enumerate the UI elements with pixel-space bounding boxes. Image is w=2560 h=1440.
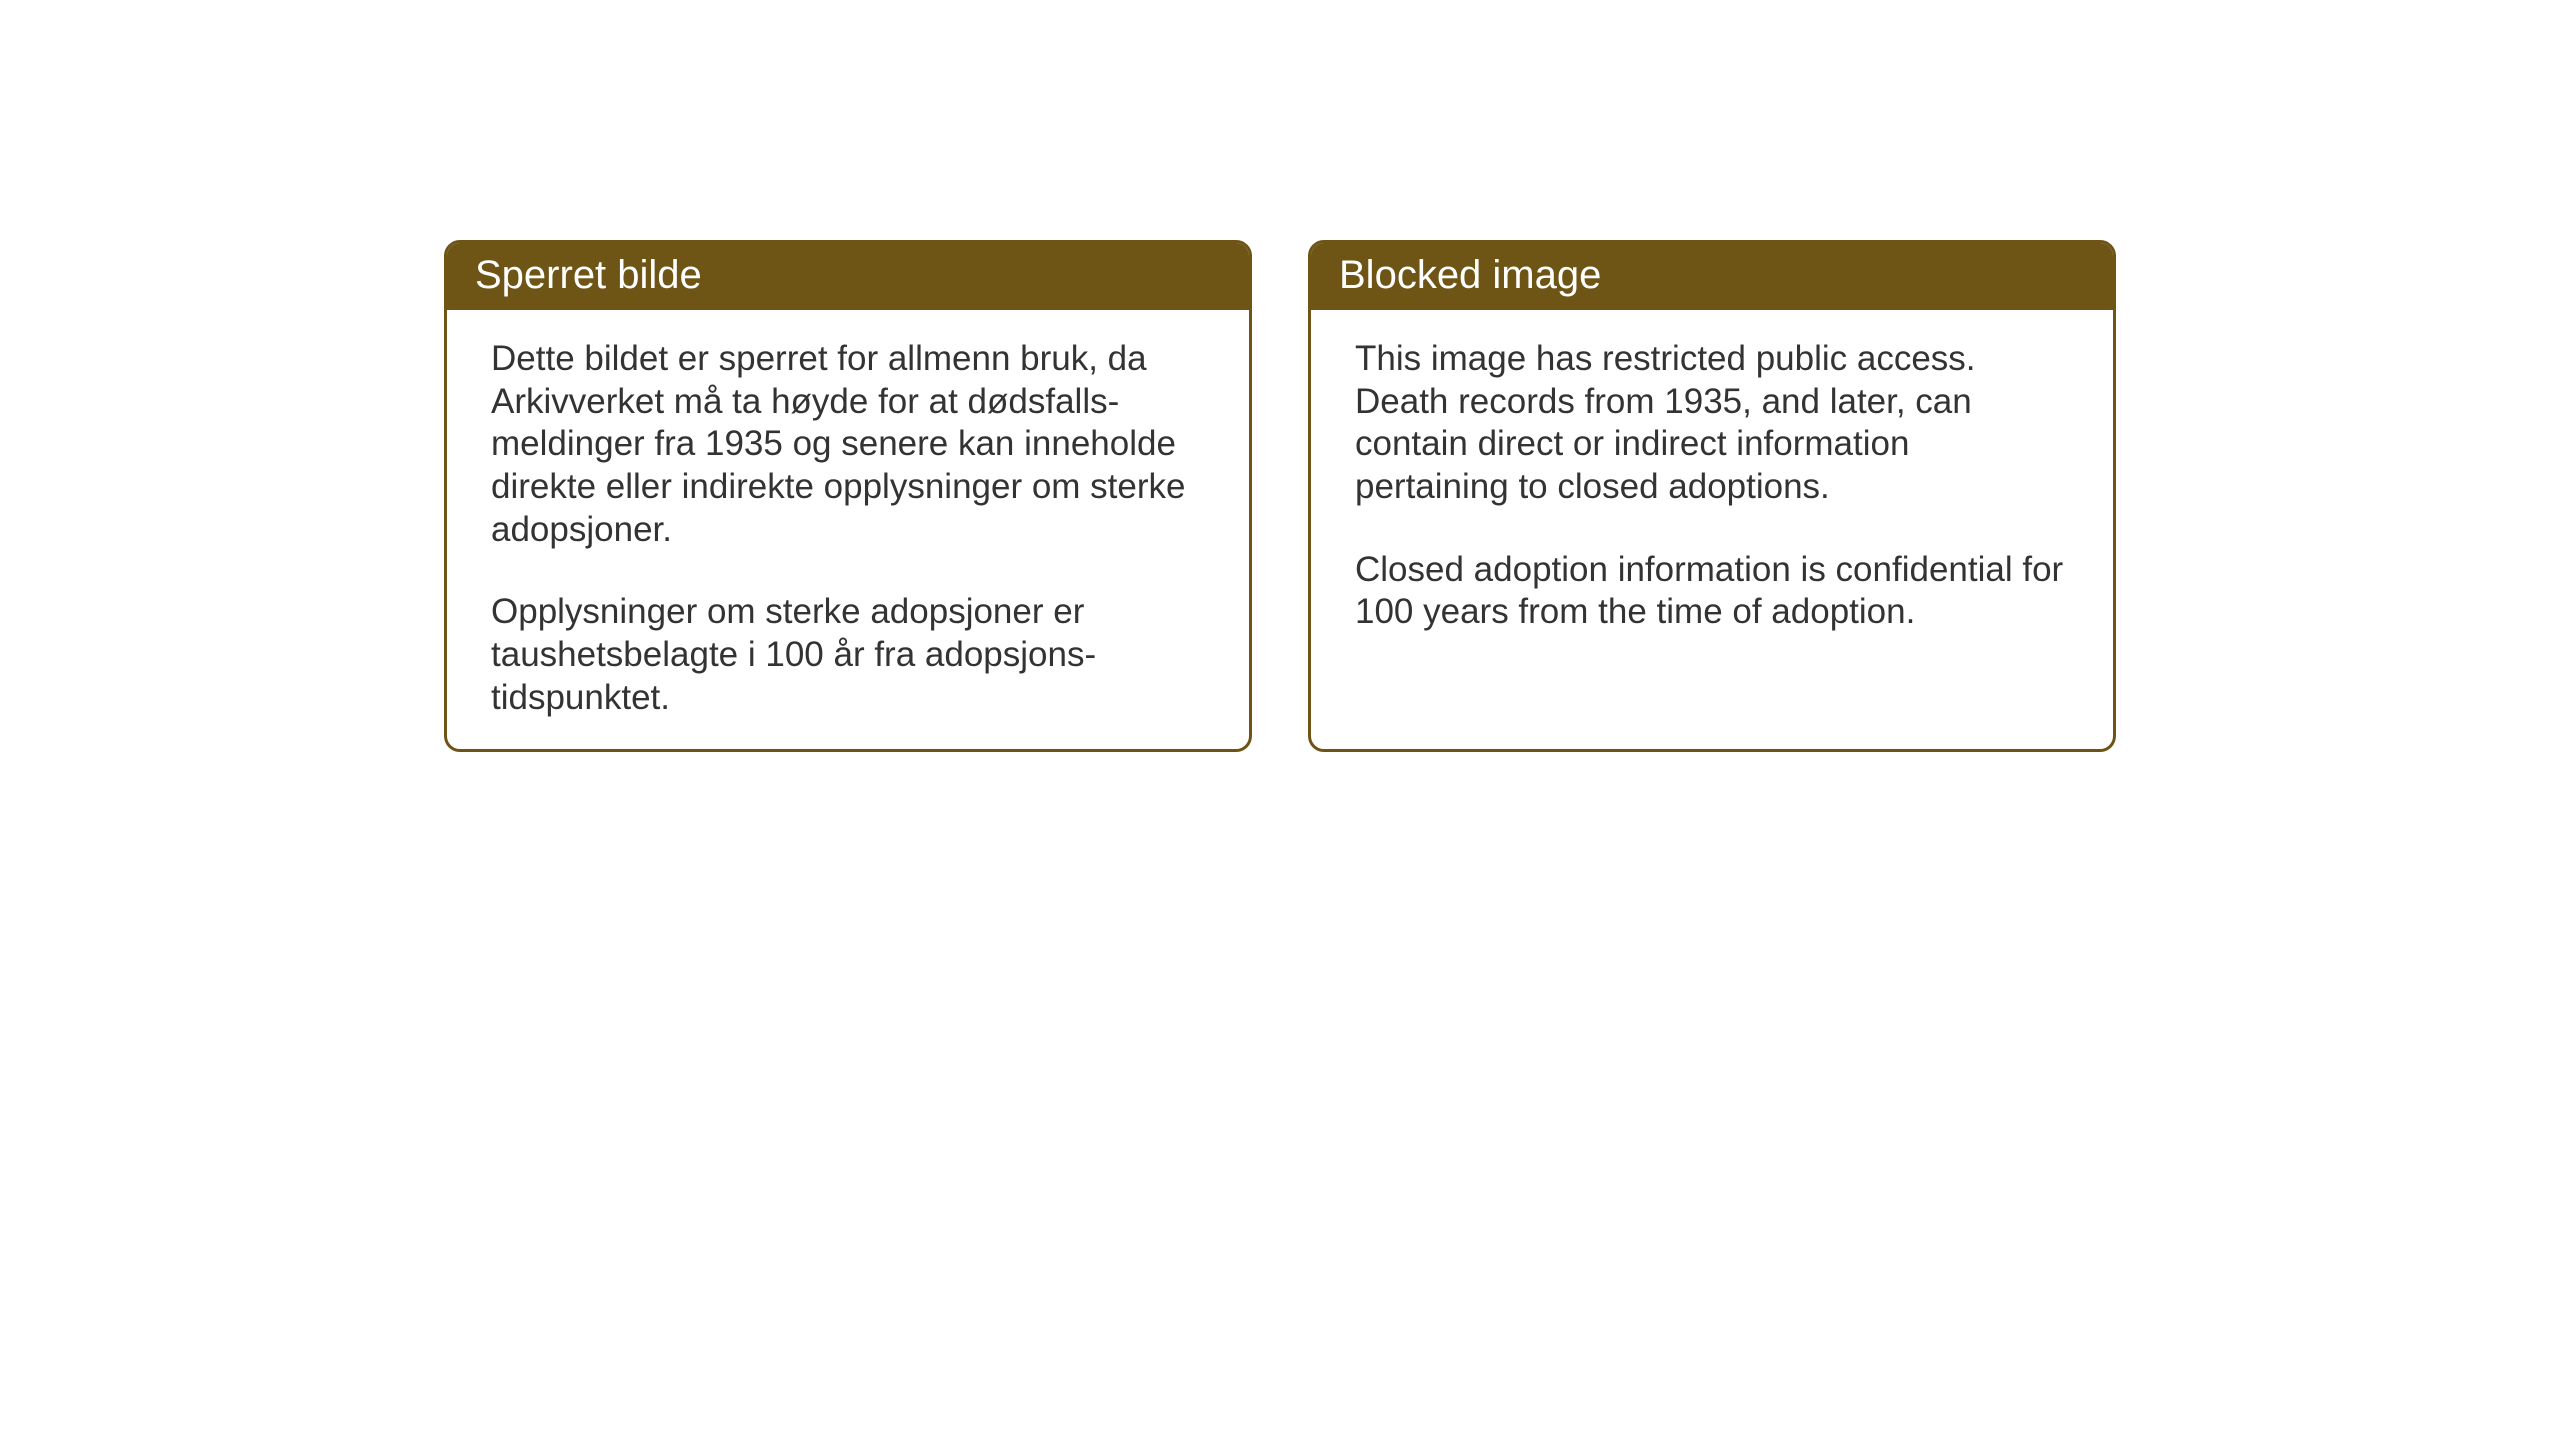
card-title-english: Blocked image xyxy=(1339,253,1601,297)
paragraph-2-norwegian: Opplysninger om sterke adopsjoner er tau… xyxy=(491,591,1205,719)
card-title-norwegian: Sperret bilde xyxy=(475,253,702,297)
notice-card-norwegian: Sperret bilde Dette bildet er sperret fo… xyxy=(444,240,1252,752)
paragraph-1-english: This image has restricted public access.… xyxy=(1355,338,2069,509)
card-body-norwegian: Dette bildet er sperret for allmenn bruk… xyxy=(447,310,1249,752)
notice-container: Sperret bilde Dette bildet er sperret fo… xyxy=(444,240,2116,752)
card-header-english: Blocked image xyxy=(1311,243,2113,310)
card-header-norwegian: Sperret bilde xyxy=(447,243,1249,310)
card-body-english: This image has restricted public access.… xyxy=(1311,310,2113,674)
notice-card-english: Blocked image This image has restricted … xyxy=(1308,240,2116,752)
paragraph-2-english: Closed adoption information is confident… xyxy=(1355,549,2069,634)
paragraph-1-norwegian: Dette bildet er sperret for allmenn bruk… xyxy=(491,338,1205,551)
